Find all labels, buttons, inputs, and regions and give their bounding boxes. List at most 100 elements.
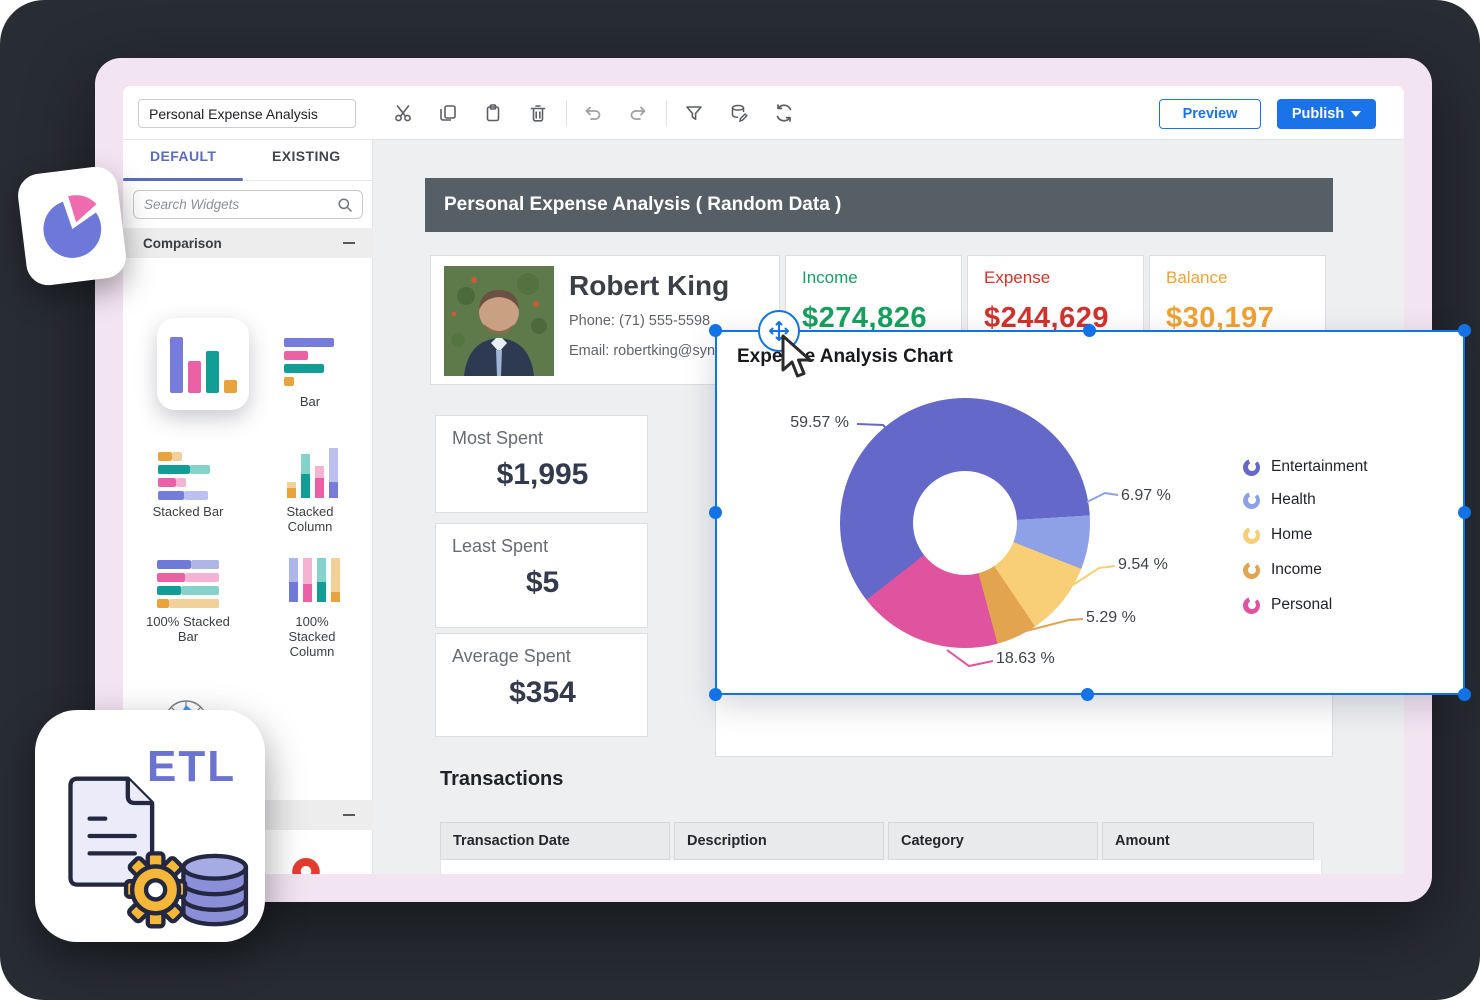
search-icon (338, 198, 352, 212)
refresh-icon[interactable] (774, 103, 794, 123)
redo-icon[interactable] (628, 103, 648, 123)
tab-existing[interactable]: EXISTING (272, 148, 341, 164)
section-comparison[interactable]: Comparison (123, 228, 373, 258)
kpi-value: $274,826 (802, 302, 927, 334)
slice-label: 59.57 % (790, 414, 849, 431)
paste-icon[interactable] (483, 103, 503, 123)
preview-button[interactable]: Preview (1159, 99, 1261, 129)
slice-label: 5.29 % (1086, 609, 1136, 626)
legend-donut-icon (1243, 458, 1260, 476)
profile-phone: Phone: (71) 555-5598 (569, 313, 711, 329)
stat-label: Average Spent (452, 646, 571, 666)
legend-item-personal[interactable]: Personal (1243, 594, 1332, 616)
database-icon (181, 853, 249, 927)
legend-donut-icon (1243, 526, 1260, 544)
legend-donut-icon (1243, 491, 1260, 509)
collapse-icon[interactable] (343, 242, 355, 244)
dashboard-title-input[interactable] (138, 99, 356, 128)
resize-handle-w[interactable] (709, 506, 722, 519)
widget-bing-maps-icon[interactable] (292, 858, 322, 874)
profile-name: Robert King (569, 270, 730, 301)
widget-bar-icon[interactable] (284, 338, 334, 386)
profile-photo (444, 266, 554, 376)
stat-value: $354 (509, 676, 576, 709)
widget-sidebar: DEFAULT EXISTING Comparison (123, 140, 373, 874)
toolbar: Preview Publish (123, 86, 1404, 140)
transactions-table-header: Transaction Date Description Category Am… (440, 822, 1322, 860)
column-header-amount[interactable]: Amount (1102, 822, 1314, 860)
toolbar-separator (666, 100, 667, 126)
etl-illustration (68, 776, 249, 929)
etl-decor-card: ETL (35, 710, 265, 942)
widget-100-stacked-bar-icon[interactable] (157, 560, 219, 608)
widget-stacked-column-label[interactable]: Stacked Column (286, 504, 334, 534)
resize-handle-ne[interactable] (1458, 324, 1471, 337)
resize-handle-e[interactable] (1458, 506, 1471, 519)
search-input[interactable] (144, 192, 329, 217)
column-header-category[interactable]: Category (888, 822, 1098, 860)
legend-donut-icon (1243, 561, 1260, 579)
copy-icon[interactable] (438, 103, 458, 123)
legend-donut-icon (1243, 596, 1260, 614)
tab-default[interactable]: DEFAULT (150, 148, 217, 164)
column-header-transaction-date[interactable]: Transaction Date (440, 822, 670, 860)
widget-100-stacked-column-icon[interactable] (289, 558, 340, 602)
legend-item-home[interactable]: Home (1243, 524, 1312, 546)
expense-chart-overlay[interactable]: Expense Analysis Chart 59.57 % 6.97 % 9.… (715, 330, 1465, 695)
collapse-icon[interactable] (343, 814, 355, 816)
sidebar-tab-row: DEFAULT EXISTING (123, 140, 373, 181)
stat-value: $5 (525, 566, 560, 599)
widget-bar-label[interactable]: Bar (299, 394, 321, 409)
bar-shape (187, 361, 201, 393)
legend-label: Entertainment (1271, 458, 1368, 475)
resize-handle-se[interactable] (1458, 688, 1471, 701)
legend-item-health[interactable]: Health (1243, 489, 1316, 511)
widget-search-box[interactable] (133, 190, 363, 219)
resize-handle-sw[interactable] (709, 688, 722, 701)
table-row (440, 860, 1322, 874)
label-connector-lines (856, 423, 1119, 668)
edit-data-source-icon[interactable] (729, 103, 749, 123)
chevron-down-icon (1351, 111, 1362, 117)
slice-label: 18.63 % (996, 650, 1055, 667)
active-tab-underline (123, 178, 243, 181)
profile-email: Email: robertking@syncfu (569, 343, 735, 359)
toolbar-separator (566, 100, 567, 126)
stat-label: Most Spent (452, 428, 544, 448)
delete-icon[interactable] (528, 103, 548, 123)
move-icon (769, 321, 789, 341)
least-spent-card[interactable]: Least Spent $5 (435, 523, 648, 628)
resize-handle-nw[interactable] (709, 324, 722, 337)
bar-shape (169, 337, 183, 393)
filter-icon[interactable] (684, 103, 704, 123)
cut-icon[interactable] (393, 103, 413, 123)
widget-100-stacked-bar-label[interactable]: 100% Stacked Bar (146, 614, 230, 644)
widget-column-selected[interactable] (157, 318, 249, 410)
most-spent-card[interactable]: Most Spent $1,995 (435, 415, 648, 513)
kpi-label: Balance (1166, 268, 1228, 287)
kpi-label: Income (802, 268, 858, 287)
widget-stacked-bar-label[interactable]: Stacked Bar (152, 504, 224, 519)
average-spent-card[interactable]: Average Spent $354 (435, 633, 648, 737)
resize-handle-n[interactable] (1083, 324, 1096, 337)
pie-chart-decor-card (15, 164, 129, 288)
resize-handle-s[interactable] (1081, 688, 1094, 701)
dashboard-header-title: Personal Expense Analysis ( Random Data … (444, 194, 842, 215)
widget-stacked-bar-icon[interactable] (158, 452, 210, 500)
bar-shape (223, 380, 237, 393)
legend-item-entertainment[interactable]: Entertainment (1243, 456, 1368, 478)
profile-widget[interactable]: Robert King Phone: (71) 555-5598 Email: … (430, 255, 780, 385)
transactions-title: Transactions (440, 768, 564, 790)
map-pin-icon (292, 858, 320, 874)
legend-item-income[interactable]: Income (1243, 559, 1322, 581)
dashboard-header: Personal Expense Analysis ( Random Data … (425, 178, 1333, 232)
widget-stacked-column-icon[interactable] (287, 446, 338, 498)
column-header-description[interactable]: Description (674, 822, 884, 860)
section-title: Comparison (143, 235, 222, 251)
etl-label: ETL (147, 742, 237, 791)
slice-label: 6.97 % (1121, 487, 1171, 504)
publish-button[interactable]: Publish (1277, 99, 1376, 129)
widget-100-stacked-column-label[interactable]: 100% Stacked Column (288, 614, 336, 659)
undo-icon[interactable] (583, 103, 603, 123)
